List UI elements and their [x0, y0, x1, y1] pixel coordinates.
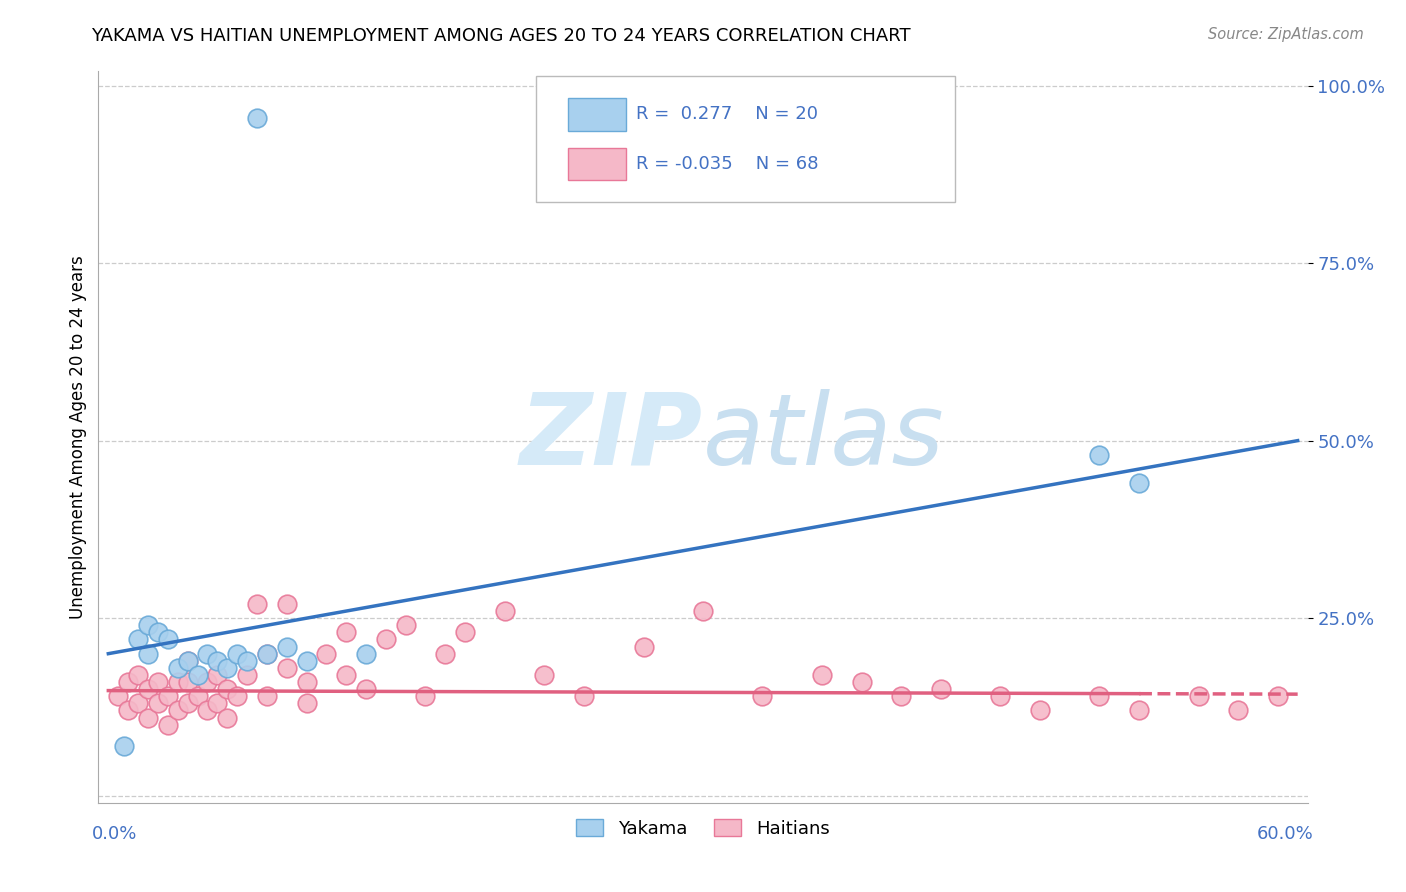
Text: 60.0%: 60.0%: [1257, 825, 1313, 843]
Point: [176, 675, 198, 690]
Point: [176, 654, 198, 668]
Point: [117, 675, 139, 690]
Point: [217, 710, 239, 724]
Point: [136, 710, 159, 724]
Point: [127, 668, 149, 682]
Point: [374, 632, 396, 647]
Point: [207, 654, 229, 668]
Point: [156, 690, 179, 704]
Point: [395, 618, 418, 632]
Point: [988, 690, 1011, 704]
Text: YAKAMA VS HAITIAN UNEMPLOYMENT AMONG AGES 20 TO 24 YEARS CORRELATION CHART: YAKAMA VS HAITIAN UNEMPLOYMENT AMONG AGE…: [91, 27, 911, 45]
Point: [434, 647, 457, 661]
Point: [335, 625, 357, 640]
Point: [236, 654, 259, 668]
Point: [276, 640, 298, 654]
Point: [1088, 690, 1111, 704]
Point: [315, 647, 337, 661]
Point: [256, 647, 278, 661]
Point: [276, 597, 298, 611]
Point: [454, 625, 477, 640]
Point: [197, 647, 219, 661]
Y-axis label: Unemployment Among Ages 20 to 24 years: Unemployment Among Ages 20 to 24 years: [69, 255, 87, 619]
Point: [751, 690, 773, 704]
Point: [166, 704, 188, 718]
Point: [217, 682, 239, 697]
Point: [354, 682, 377, 697]
Point: [166, 675, 188, 690]
Point: [146, 697, 169, 711]
Point: [207, 697, 229, 711]
Point: [1227, 704, 1250, 718]
Point: [117, 704, 139, 718]
Point: [207, 668, 229, 682]
Point: [295, 697, 318, 711]
Point: [136, 647, 159, 661]
Point: [127, 697, 149, 711]
Point: [112, 739, 135, 753]
Point: [295, 675, 318, 690]
Point: [256, 647, 278, 661]
Point: [146, 625, 169, 640]
Point: [851, 675, 873, 690]
Point: [246, 111, 269, 125]
Point: [217, 661, 239, 675]
Point: [929, 682, 952, 697]
Point: [572, 690, 595, 704]
Point: [335, 668, 357, 682]
Point: [156, 632, 179, 647]
Point: [176, 697, 198, 711]
Point: [692, 604, 714, 618]
Point: [127, 632, 149, 647]
Point: [633, 640, 655, 654]
Text: 0.0%: 0.0%: [93, 825, 138, 843]
Point: [136, 682, 159, 697]
Text: ZIP: ZIP: [520, 389, 703, 485]
Point: [494, 604, 516, 618]
Point: [197, 704, 219, 718]
Point: [890, 690, 912, 704]
Point: [1128, 476, 1150, 491]
Point: [176, 654, 198, 668]
Point: [146, 675, 169, 690]
Text: Source: ZipAtlas.com: Source: ZipAtlas.com: [1208, 27, 1364, 42]
Point: [1128, 704, 1150, 718]
Text: atlas: atlas: [703, 389, 945, 485]
Point: [811, 668, 834, 682]
Point: [226, 647, 249, 661]
Point: [226, 690, 249, 704]
Point: [1267, 690, 1289, 704]
Bar: [568, 97, 626, 130]
Text: R = -0.035    N = 68: R = -0.035 N = 68: [637, 155, 820, 173]
Point: [533, 668, 555, 682]
Point: [107, 690, 129, 704]
Point: [256, 690, 278, 704]
Point: [186, 690, 208, 704]
Bar: [568, 147, 626, 180]
Point: [166, 661, 188, 675]
Point: [246, 597, 269, 611]
Point: [295, 654, 318, 668]
Point: [354, 647, 377, 661]
Point: [156, 717, 179, 731]
Point: [186, 668, 208, 682]
Point: [197, 675, 219, 690]
Legend: Yakama, Haitians: Yakama, Haitians: [569, 812, 837, 845]
Point: [1187, 690, 1209, 704]
Text: R =  0.277    N = 20: R = 0.277 N = 20: [637, 105, 818, 123]
Point: [415, 690, 437, 704]
Point: [136, 618, 159, 632]
Point: [1029, 704, 1052, 718]
Point: [236, 668, 259, 682]
Point: [276, 661, 298, 675]
FancyBboxPatch shape: [536, 77, 955, 202]
Point: [1088, 448, 1111, 462]
